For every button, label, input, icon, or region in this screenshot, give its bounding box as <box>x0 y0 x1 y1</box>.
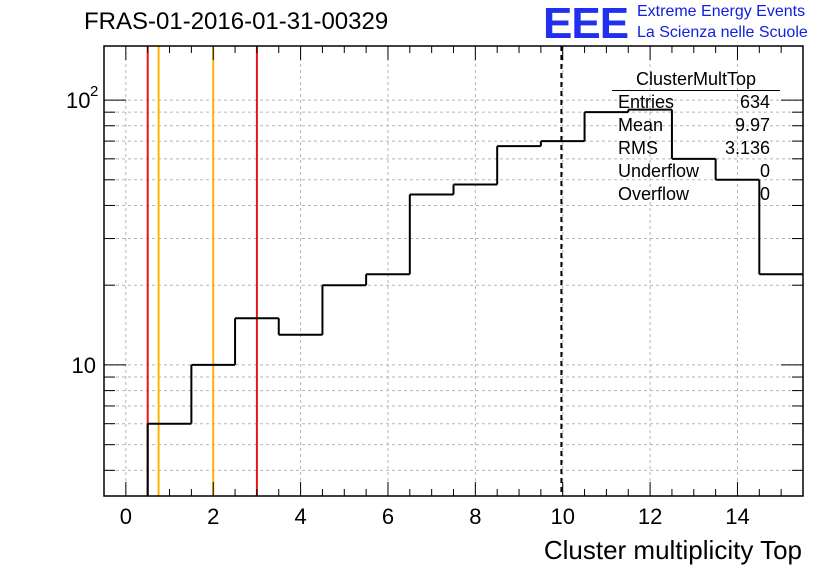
stats-value: 0 <box>759 161 770 181</box>
stats-label: Mean <box>618 115 664 135</box>
x-axis-ticks: 0 2 4 6 8 10 12 14 <box>103 46 804 529</box>
histogram-bins <box>146 108 803 496</box>
stats-label: RMS <box>618 138 658 158</box>
x-tick-label: 4 <box>294 504 306 529</box>
stats-row-rms: RMS 3.136 <box>612 137 780 160</box>
stats-row-entries: Entries 634 <box>612 91 780 114</box>
stats-value: 9.97 <box>734 115 770 135</box>
stats-row-underflow: Underflow 0 <box>612 160 780 183</box>
marker-lines <box>146 46 563 496</box>
stats-title: ClusterMultTop <box>612 68 780 91</box>
logo-subtitle-line-2: La Scienza nelle Scuole <box>637 24 808 41</box>
stats-label: Overflow <box>618 184 690 204</box>
stats-value: 634 <box>739 92 770 112</box>
x-tick-label: 2 <box>207 504 219 529</box>
chart-title: FRAS-01-2016-01-31-00329 <box>84 8 389 35</box>
stats-label: Underflow <box>618 161 700 181</box>
x-tick-label: 8 <box>469 504 481 529</box>
x-tick-label: 0 <box>120 504 132 529</box>
stats-value: 3.136 <box>724 138 770 158</box>
grid-lines <box>104 46 803 496</box>
x-tick-label: 6 <box>382 504 394 529</box>
stats-box: ClusterMultTop Entries 634 Mean 9.97 RMS… <box>612 68 780 206</box>
y-tick-label: 10 <box>66 88 90 113</box>
eee-logo: EEE <box>543 0 629 48</box>
stats-row-overflow: Overflow 0 <box>612 183 780 206</box>
y-tick-label-exponent: 2 <box>90 83 98 100</box>
x-tick-label: 14 <box>725 504 749 529</box>
y-tick-label: 10 <box>72 353 96 378</box>
x-tick-label: 10 <box>550 504 574 529</box>
stats-row-mean: Mean 9.97 <box>612 114 780 137</box>
stats-value: 0 <box>759 184 770 204</box>
x-axis-label: Cluster multiplicity Top <box>543 535 802 565</box>
stats-label: Entries <box>618 92 675 112</box>
logo-subtitle-line-1: Extreme Energy Events <box>637 3 806 20</box>
x-tick-label: 12 <box>638 504 662 529</box>
